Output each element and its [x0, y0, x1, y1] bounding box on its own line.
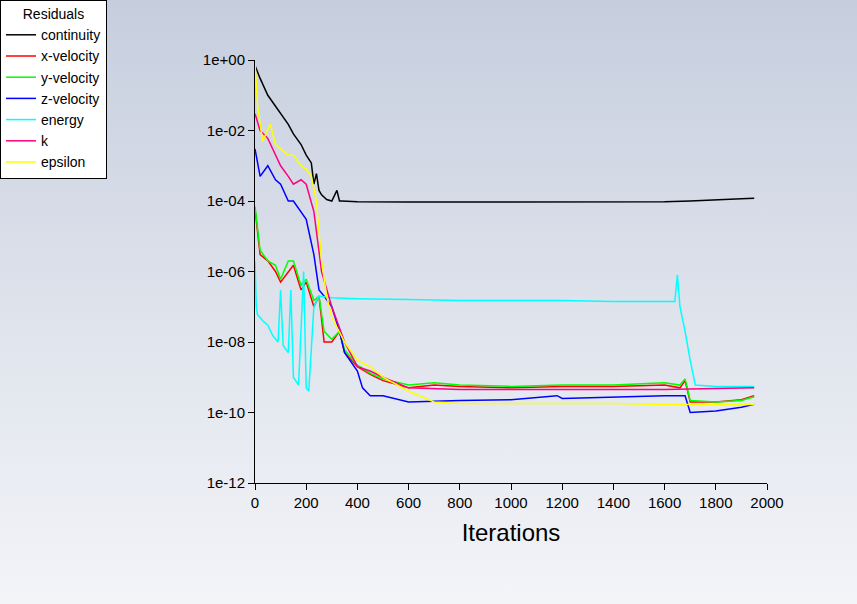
svg-text:energy: energy — [41, 112, 84, 128]
svg-text:400: 400 — [345, 494, 370, 511]
svg-text:1e-06: 1e-06 — [207, 263, 245, 280]
svg-text:continuity: continuity — [41, 27, 100, 43]
svg-text:1e-10: 1e-10 — [207, 404, 245, 421]
svg-text:0: 0 — [251, 494, 259, 511]
svg-text:1e-04: 1e-04 — [207, 192, 245, 209]
svg-text:x-velocity: x-velocity — [41, 48, 99, 64]
svg-text:200: 200 — [294, 494, 319, 511]
svg-text:1400: 1400 — [597, 494, 630, 511]
svg-text:1e-12: 1e-12 — [207, 474, 245, 491]
svg-text:Residuals: Residuals — [23, 6, 84, 22]
svg-text:y-velocity: y-velocity — [41, 70, 99, 86]
svg-text:2000: 2000 — [750, 494, 783, 511]
svg-text:1000: 1000 — [494, 494, 527, 511]
svg-text:1600: 1600 — [648, 494, 681, 511]
svg-text:1e-08: 1e-08 — [207, 333, 245, 350]
svg-text:k: k — [41, 133, 49, 149]
svg-text:1e-02: 1e-02 — [207, 122, 245, 139]
svg-text:1e+00: 1e+00 — [203, 51, 245, 68]
svg-text:1200: 1200 — [546, 494, 579, 511]
svg-text:z-velocity: z-velocity — [41, 91, 99, 107]
svg-text:Iterations: Iterations — [462, 519, 561, 546]
svg-text:epsilon: epsilon — [41, 154, 85, 170]
svg-text:600: 600 — [396, 494, 421, 511]
svg-text:1800: 1800 — [699, 494, 732, 511]
svg-text:800: 800 — [447, 494, 472, 511]
